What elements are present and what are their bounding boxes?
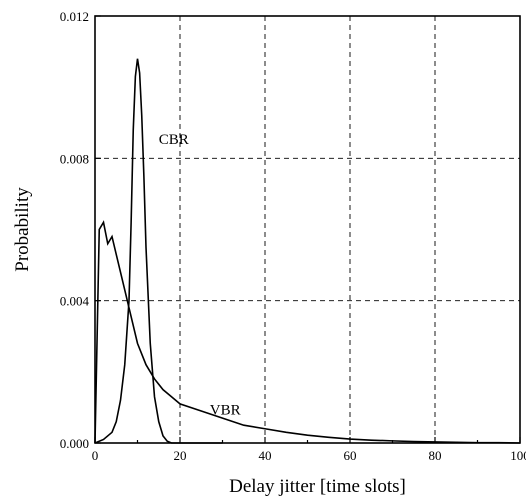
series-line-vbr — [94, 220, 521, 444]
x-tick-label: 100 — [510, 448, 526, 463]
y-tick-label: 0.004 — [60, 294, 90, 309]
series-label-cbr: CBR — [159, 132, 189, 148]
x-tick-label: 0 — [92, 448, 99, 463]
x-tick-label: 20 — [174, 448, 187, 463]
plot-frame — [94, 15, 521, 444]
tick-marks — [94, 15, 521, 444]
x-tick-label: 40 — [259, 448, 272, 463]
x-tick-label: 80 — [429, 448, 442, 463]
series-label-vbr: VBR — [210, 403, 241, 419]
x-axis-label: Delay jitter [time slots] — [229, 476, 406, 497]
grid-lines — [95, 16, 520, 443]
tick-labels: 0 20 40 60 80 100 0.000 0.004 0.008 0.012 — [60, 9, 526, 463]
y-tick-label: 0.008 — [60, 151, 89, 166]
y-axis-label: Probability — [12, 187, 33, 272]
series-layer: CBR VBR — [94, 58, 521, 444]
y-tick-label: 0.000 — [60, 436, 89, 451]
y-tick-label: 0.012 — [60, 9, 89, 24]
x-tick-label: 60 — [344, 448, 357, 463]
